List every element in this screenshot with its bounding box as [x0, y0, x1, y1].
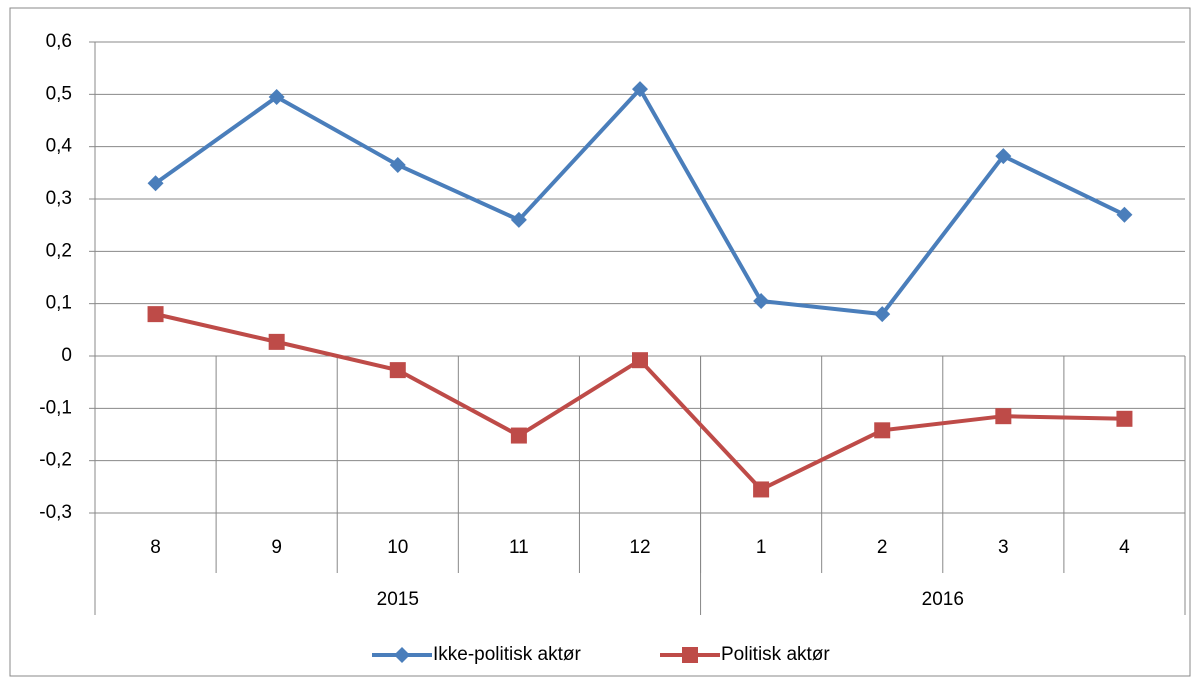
point-marker — [874, 422, 891, 439]
y-tick-label: 0,5 — [46, 83, 72, 104]
y-tick-label: 0,6 — [46, 31, 72, 52]
x-tick-label: 3 — [998, 537, 1009, 558]
x-tick-label: 8 — [150, 537, 161, 558]
legend-label: Ikke-politisk aktør — [433, 644, 581, 665]
x-tick-label: 4 — [1119, 537, 1130, 558]
y-tick-label: -0,3 — [39, 502, 72, 523]
legend-marker — [682, 647, 698, 663]
point-marker — [632, 81, 648, 98]
x-tick-label: 9 — [271, 537, 282, 558]
legend-label: Politisk aktør — [721, 644, 830, 665]
point-marker — [389, 156, 406, 173]
point-marker — [389, 362, 406, 379]
y-tick-label: 0,3 — [46, 188, 72, 209]
point-marker — [510, 427, 527, 444]
point-marker — [753, 293, 770, 310]
point-marker — [147, 306, 164, 323]
point-marker — [995, 408, 1012, 425]
x-tick-label: 11 — [509, 537, 529, 558]
point-marker — [510, 211, 527, 228]
x-tick-label: 12 — [629, 537, 650, 558]
point-marker — [268, 88, 285, 105]
x-tick-label: 10 — [387, 537, 408, 558]
point-marker — [1116, 206, 1133, 223]
y-tick-label: 0,2 — [46, 240, 72, 261]
point-marker — [268, 333, 285, 350]
point-marker — [753, 481, 770, 498]
chart-border — [9, 7, 1191, 677]
group-label: 2015 — [377, 589, 419, 610]
y-tick-label: 0 — [61, 345, 72, 366]
group-label: 2016 — [922, 589, 964, 610]
point-marker — [995, 148, 1012, 165]
y-tick-label: 0,4 — [46, 136, 73, 157]
point-marker — [874, 306, 891, 323]
y-tick-label: -0,1 — [39, 397, 72, 418]
y-tick-label: 0,1 — [46, 293, 72, 314]
y-tick-label: -0,2 — [39, 450, 72, 471]
legend-marker — [394, 647, 410, 663]
x-tick-label: 1 — [756, 537, 767, 558]
point-marker — [147, 175, 164, 192]
x-tick-label: 2 — [877, 537, 888, 558]
point-marker — [632, 352, 648, 369]
point-marker — [1116, 410, 1133, 427]
